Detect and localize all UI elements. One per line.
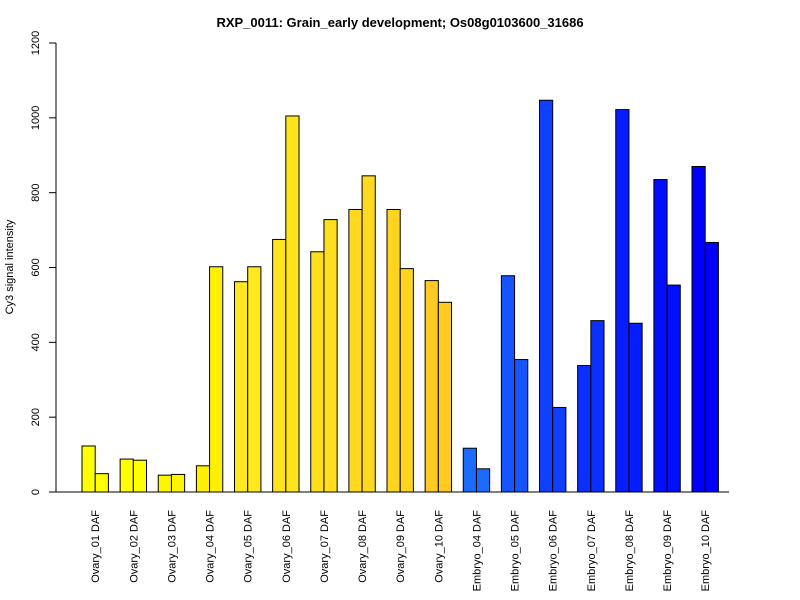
bar-1 xyxy=(577,365,592,493)
y-axis-label: Cy3 signal intensity xyxy=(4,219,16,314)
bar-2 xyxy=(132,459,148,493)
x-tick-label: Ovary_01 DAF xyxy=(90,510,102,583)
bar-2 xyxy=(437,301,453,493)
x-tick-label: Ovary_04 DAF xyxy=(205,510,217,583)
x-tick-label: Ovary_02 DAF xyxy=(128,510,140,583)
bar-1 xyxy=(424,280,439,493)
x-tick-label: Ovary_07 DAF xyxy=(319,510,331,583)
bar-1 xyxy=(234,281,249,493)
x-tick-label: Ovary_08 DAF xyxy=(357,510,369,583)
y-tick-label: 200 xyxy=(30,408,42,426)
x-tick-label: Ovary_03 DAF xyxy=(166,510,178,583)
y-tick-label: 400 xyxy=(30,333,42,351)
bar-1 xyxy=(500,275,516,493)
x-tick-label: Ovary_09 DAF xyxy=(395,510,407,583)
x-tick-label: Embryo_05 DAF xyxy=(510,510,522,592)
bar-1 xyxy=(195,465,211,493)
bar-2 xyxy=(475,468,491,493)
x-tick-labels: Ovary_01 DAF Ovary_02 DAF Ovary_03 DAF Ovar… xyxy=(90,510,712,592)
bar-2 xyxy=(361,175,376,493)
bar-1 xyxy=(615,109,630,493)
bar-2 xyxy=(94,473,109,493)
bar-2 xyxy=(209,266,224,493)
x-tick-label: Embryo_10 DAF xyxy=(700,510,712,592)
y-tick-label: 1200 xyxy=(30,31,42,55)
x-tick-label: Embryo_06 DAF xyxy=(548,510,560,592)
bar-2 xyxy=(323,219,338,493)
bar-2 xyxy=(590,320,605,493)
bar-2 xyxy=(666,284,681,493)
bar-1 xyxy=(119,458,134,493)
bar-2 xyxy=(514,359,529,493)
bar-1 xyxy=(157,474,172,493)
bar-1 xyxy=(691,165,706,493)
bar-1 xyxy=(272,238,287,493)
bar-2 xyxy=(285,115,300,493)
bar-2 xyxy=(170,473,186,493)
bar-1 xyxy=(310,251,325,493)
bar-1 xyxy=(653,179,668,493)
chart-title: RXP_0011: Grain_early development; Os08g… xyxy=(216,15,583,30)
y-axis: 0 200 400 600 800 1000 1200 xyxy=(30,31,57,495)
bar-1 xyxy=(386,209,401,493)
x-tick-label: Embryo_08 DAF xyxy=(624,510,636,592)
bar-2 xyxy=(247,266,262,493)
bar-2 xyxy=(704,241,719,493)
y-tick-label: 1000 xyxy=(30,106,42,130)
x-tick-label: Ovary_05 DAF xyxy=(243,510,255,583)
bar-1 xyxy=(539,99,554,493)
bars xyxy=(81,99,719,493)
x-tick-label: Ovary_10 DAF xyxy=(433,510,445,583)
bar-1 xyxy=(462,447,477,493)
bar-1 xyxy=(81,445,96,493)
x-tick-label: Ovary_06 DAF xyxy=(281,510,293,583)
bar-2 xyxy=(399,268,414,493)
y-tick-label: 800 xyxy=(30,183,42,201)
x-tick-label: Embryo_04 DAF xyxy=(471,510,483,592)
bar-2 xyxy=(552,406,567,493)
x-tick-label: Embryo_09 DAF xyxy=(662,510,674,592)
bar-2 xyxy=(628,322,643,493)
y-tick-label: 600 xyxy=(30,258,42,276)
bar-1 xyxy=(348,209,363,493)
y-tick-label: 0 xyxy=(30,489,42,495)
x-tick-label: Embryo_07 DAF xyxy=(586,510,598,592)
